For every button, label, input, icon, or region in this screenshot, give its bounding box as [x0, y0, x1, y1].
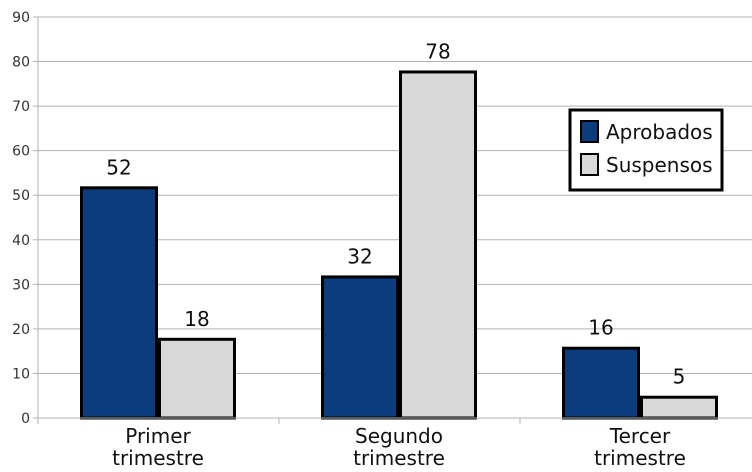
category-label: Tercer [609, 424, 671, 448]
bar-suspensos-3 [640, 395, 718, 420]
category-label: trimestre [594, 446, 686, 470]
data-label: 32 [347, 244, 372, 268]
bar-aprobados-3 [562, 346, 640, 420]
y-tick-label: 50 [12, 188, 30, 204]
y-axis: 0 10 20 30 40 50 60 70 80 90 [12, 10, 39, 427]
data-label: 52 [106, 155, 131, 179]
bar-aprobados-2 [321, 275, 399, 420]
data-labels: 52 32 16 18 78 5 [106, 39, 685, 388]
y-tick-label: 90 [12, 10, 30, 26]
x-axis: PrimertrimestreSegundotrimestreTercertri… [37, 417, 752, 470]
y-tick-label: 80 [12, 55, 30, 71]
y-tick-label: 60 [12, 144, 30, 160]
legend-swatch-suspensos [580, 153, 599, 176]
legend: Aprobados Suspensos [568, 108, 724, 192]
data-label: 5 [673, 365, 686, 389]
bar-suspensos-1 [158, 337, 236, 420]
legend-label-suspensos: Suspensos [606, 153, 713, 177]
y-tick-label: 10 [12, 366, 30, 382]
legend-swatch-aprobados [580, 120, 599, 143]
bar-aprobados-1 [80, 186, 158, 420]
data-label: 78 [425, 39, 450, 63]
category-label: trimestre [112, 446, 204, 470]
bar-suspensos-2 [399, 70, 477, 420]
category-label: Segundo [355, 424, 443, 448]
category-label: Primer [125, 424, 191, 448]
bars [80, 70, 718, 420]
y-tick-label: 20 [12, 322, 30, 338]
y-tick-label: 0 [21, 411, 30, 427]
y-tick-label: 30 [12, 277, 30, 293]
y-tick-label: 40 [12, 233, 30, 249]
data-label: 18 [184, 307, 209, 331]
legend-label-aprobados: Aprobados [606, 120, 713, 144]
category-label: trimestre [353, 446, 445, 470]
data-label: 16 [588, 316, 613, 340]
y-tick-label: 70 [12, 99, 30, 115]
